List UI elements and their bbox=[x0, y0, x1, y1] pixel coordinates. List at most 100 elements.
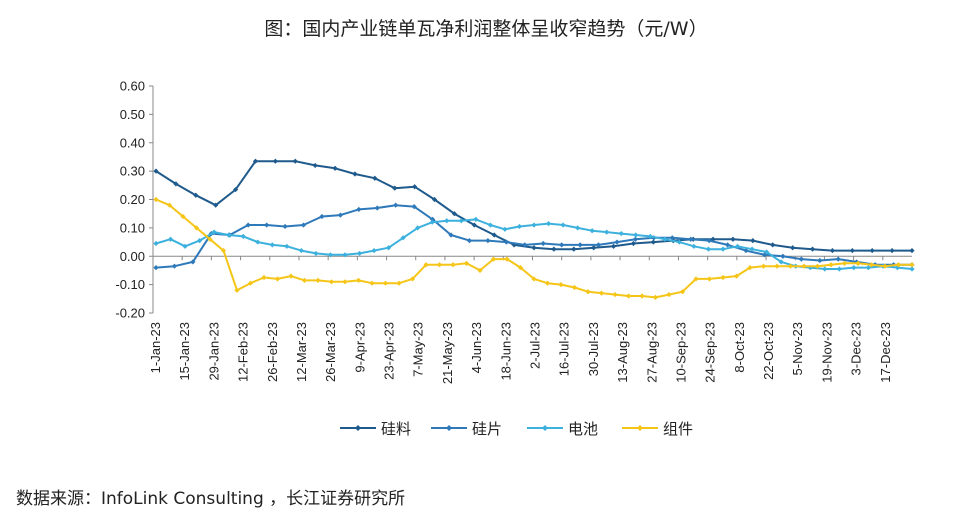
x-tick-label: 10-Sep-23 bbox=[673, 322, 688, 383]
y-tick-label: 0.10 bbox=[120, 220, 145, 235]
data-point bbox=[337, 212, 343, 218]
x-tick-label: 7-May-23 bbox=[411, 322, 426, 377]
data-point bbox=[369, 280, 375, 286]
y-tick-label: 0.00 bbox=[120, 249, 145, 264]
data-point bbox=[595, 242, 602, 248]
data-point bbox=[193, 192, 199, 198]
x-tick-label: 13-Aug-23 bbox=[615, 322, 630, 383]
data-point bbox=[292, 158, 298, 164]
data-point bbox=[355, 277, 362, 283]
data-point bbox=[650, 239, 656, 245]
data-point bbox=[166, 202, 173, 208]
x-tick-label: 22-Oct-23 bbox=[761, 322, 776, 380]
data-point bbox=[282, 223, 288, 230]
data-point bbox=[234, 287, 240, 293]
x-tick-label: 26-Feb-23 bbox=[265, 322, 280, 382]
data-point bbox=[889, 247, 895, 254]
legend-marker bbox=[446, 425, 452, 431]
data-point bbox=[274, 276, 281, 282]
series-1 bbox=[153, 202, 915, 271]
data-point bbox=[182, 243, 188, 249]
data-point bbox=[458, 218, 464, 224]
data-point bbox=[429, 219, 435, 225]
data-point bbox=[706, 238, 712, 244]
data-point bbox=[770, 242, 776, 248]
data-point bbox=[466, 238, 473, 244]
data-point bbox=[836, 266, 842, 272]
data-point bbox=[909, 266, 915, 272]
data-point bbox=[630, 240, 637, 247]
data-point bbox=[261, 274, 267, 281]
data-point bbox=[167, 236, 174, 242]
series-lines bbox=[153, 158, 915, 300]
data-point bbox=[734, 243, 741, 249]
data-point bbox=[662, 236, 668, 242]
data-point bbox=[431, 196, 438, 203]
data-point bbox=[909, 262, 915, 268]
data-point bbox=[835, 256, 841, 262]
x-tick-label: 4-Jun-23 bbox=[469, 322, 484, 373]
legend-item: 硅片 bbox=[431, 420, 502, 438]
data-point bbox=[503, 239, 509, 245]
data-point bbox=[298, 247, 304, 254]
data-point bbox=[471, 222, 477, 228]
chart-title: 图：国内产业链单瓦净利润整体呈收窄趋势（元/W） bbox=[264, 18, 708, 40]
y-tick-label: 0.60 bbox=[120, 79, 145, 94]
x-tick-label: 17-Dec-23 bbox=[878, 322, 893, 383]
data-point bbox=[245, 222, 251, 228]
data-point bbox=[828, 262, 834, 268]
data-point bbox=[764, 249, 770, 255]
data-point bbox=[882, 263, 888, 269]
data-point bbox=[332, 165, 338, 171]
axes: 0.60 0.50 0.40 0.30 0.20 0.10 0.00 -0.10 -0.201-… bbox=[115, 79, 912, 384]
data-point bbox=[545, 221, 552, 227]
data-point bbox=[869, 247, 875, 254]
data-point bbox=[544, 280, 551, 286]
data-point bbox=[272, 158, 278, 164]
data-point bbox=[868, 262, 875, 268]
data-point bbox=[264, 222, 270, 228]
data-point bbox=[747, 265, 753, 271]
x-tick-label: 27-Aug-23 bbox=[644, 322, 659, 383]
data-point bbox=[255, 239, 261, 245]
data-point bbox=[591, 245, 597, 251]
data-point bbox=[429, 216, 436, 222]
x-tick-label: 1-Jan-23 bbox=[148, 322, 163, 373]
source-note: 数据来源：InfoLink Consulting ，长江证券研究所 bbox=[16, 489, 406, 509]
data-point bbox=[382, 280, 389, 286]
data-point bbox=[761, 252, 768, 258]
data-point bbox=[301, 277, 308, 283]
data-point bbox=[633, 232, 639, 238]
data-point bbox=[284, 243, 290, 249]
data-point bbox=[328, 279, 335, 285]
legend-marker bbox=[637, 425, 643, 431]
data-point bbox=[822, 266, 828, 272]
data-point bbox=[790, 245, 796, 251]
y-tick-label: 0.20 bbox=[120, 192, 145, 207]
data-point bbox=[814, 263, 821, 269]
x-tick-label: 29-Jan-23 bbox=[206, 322, 221, 381]
data-point bbox=[342, 279, 348, 285]
data-point bbox=[153, 240, 159, 247]
data-point bbox=[352, 171, 358, 177]
data-point bbox=[173, 181, 179, 187]
data-point bbox=[571, 246, 577, 252]
y-tick-label: 0.30 bbox=[120, 164, 145, 179]
data-point bbox=[575, 225, 581, 231]
data-point bbox=[327, 252, 334, 258]
data-point bbox=[614, 239, 620, 245]
data-point bbox=[197, 238, 203, 244]
x-tick-label: 24-Sep-23 bbox=[703, 322, 718, 383]
x-tick-label: 19-Nov-23 bbox=[819, 322, 834, 383]
data-point bbox=[415, 225, 421, 231]
data-point bbox=[647, 233, 653, 239]
y-tick-label: 0.50 bbox=[120, 107, 145, 122]
data-point bbox=[730, 236, 736, 242]
data-point bbox=[854, 259, 860, 265]
x-tick-label: 23-Apr-23 bbox=[382, 322, 397, 380]
series-3 bbox=[153, 196, 915, 300]
data-point bbox=[774, 263, 780, 269]
data-point bbox=[666, 291, 672, 298]
data-point bbox=[393, 202, 399, 208]
